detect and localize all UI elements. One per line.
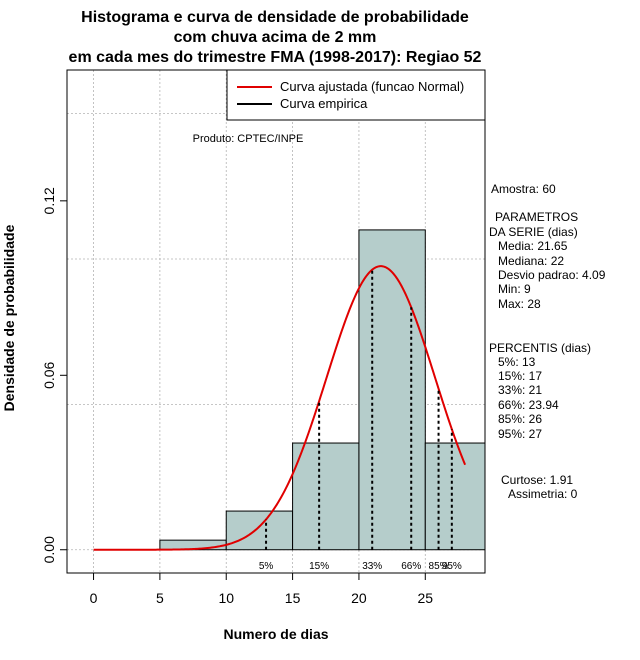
stat-min: Min: 9 (498, 282, 531, 296)
stat-media: Media: 21.65 (498, 239, 568, 253)
histogram-bar-5 (424, 442, 486, 551)
curve-layer (93, 265, 467, 551)
x-tick-label-2: 10 (218, 590, 234, 606)
stat-mediana: Mediana: 22 (498, 254, 564, 268)
stat-desvio: Desvio padrao: 4.09 (498, 268, 606, 282)
stat-p95: 95%: 27 (498, 427, 542, 441)
bars-layer (159, 229, 486, 551)
x-tick-label-1: 5 (156, 590, 164, 606)
percentile-label-3: 66% (401, 561, 421, 572)
stat-p5: 5%: 13 (498, 355, 536, 369)
histogram-bar-3 (292, 442, 360, 551)
y-axis-label: Densidade de probabilidade (1, 224, 17, 411)
percentile-label-1: 15% (309, 561, 329, 572)
x-tick-label-5: 25 (417, 590, 433, 606)
stat-curtose: Curtose: 1.91 (501, 473, 573, 487)
legend-label-empirical: Curva empirica (280, 96, 368, 111)
percentile-label-5: 95% (442, 561, 462, 572)
histogram-bar-4 (358, 229, 426, 551)
stat-max: Max: 28 (498, 297, 541, 311)
x-tick-label-0: 0 (90, 590, 98, 606)
x-tick-label-4: 20 (351, 590, 367, 606)
stat-param-title-1: PARAMETROS (495, 210, 578, 224)
stat-assimetria: Assimetria: 0 (508, 487, 578, 501)
histogram-bar-2 (225, 510, 294, 551)
chart-title-line-2: com chuva acima de 2 mm (174, 29, 377, 46)
chart-title-line-1: Histograma e curva de densidade de proba… (81, 9, 469, 26)
chart-title-line-3: em cada mes do trimestre FMA (1998-2017)… (69, 49, 482, 66)
legend: Curva ajustada (funcao Normal) Curva emp… (226, 69, 486, 121)
product-annotation: Produto: CPTEC/INPE (193, 133, 304, 145)
percentile-label-2: 33% (362, 561, 382, 572)
stat-param-title-2: DA SERIE (dias) (489, 225, 578, 239)
stat-percentis-title: PERCENTIS (dias) (489, 341, 591, 355)
y-tick-label-2: 0.12 (41, 187, 57, 214)
percentile-label-4: 85% (429, 561, 449, 572)
stat-p66: 66%: 23.94 (498, 398, 559, 412)
stat-p85: 85%: 26 (498, 412, 542, 426)
stat-p15: 15%: 17 (498, 369, 542, 383)
legend-label-fitted: Curva ajustada (funcao Normal) (280, 79, 464, 94)
legend-box (226, 69, 486, 121)
x-axis-label: Numero de dias (223, 626, 328, 642)
percentile-label-0: 5% (259, 561, 274, 572)
x-tick-label-3: 15 (285, 590, 301, 606)
fitted-normal-curve (93, 265, 467, 551)
stat-amostra: Amostra: 60 (491, 182, 556, 196)
stat-p33: 33%: 21 (498, 383, 542, 397)
y-tick-label-0: 0.00 (41, 536, 57, 563)
percentile-layer: 5% 15% 33% 66% 85%95% (259, 269, 462, 572)
y-tick-label-1: 0.06 (41, 361, 57, 388)
stats-panel: Amostra: 60 PARAMETROS DA SERIE (dias) M… (489, 182, 606, 501)
